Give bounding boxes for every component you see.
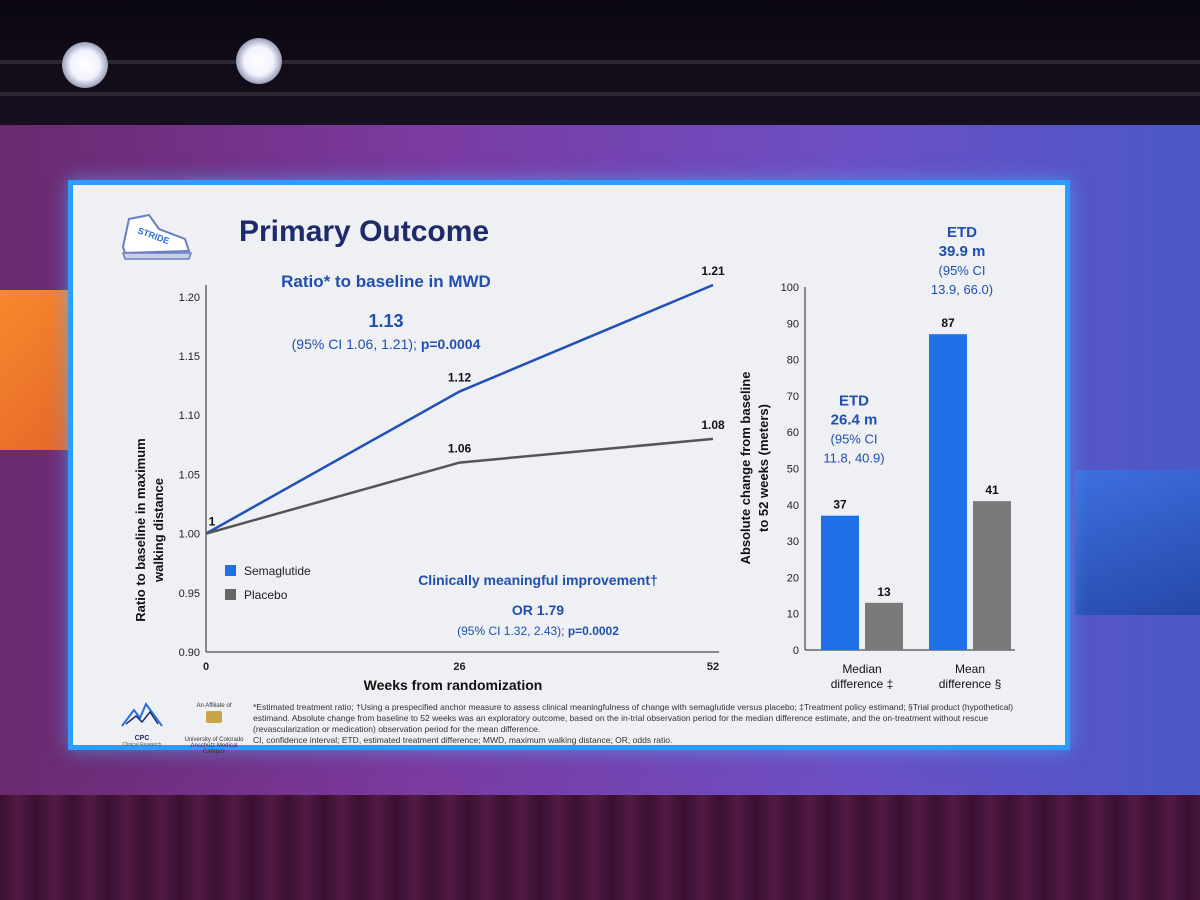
bar-semaglutide [821,515,859,650]
affiliate-school: University of Colorado Anschutz Medical … [184,737,244,755]
line-series-group: 1 1.12 1.21 1.06 1.08 [205,264,725,535]
bar-category-label: Median [842,662,881,676]
stride-logo: STRIDE [115,207,195,274]
line-chart-title: Ratio* to baseline in MWD [281,272,491,291]
legend-swatch-semaglutide [225,565,236,576]
stage-curtain [0,795,1200,900]
line-x-tick-label: 52 [707,661,719,673]
bar-category-label: difference ‡ [831,677,894,691]
bar-y-tick-label: 20 [787,572,799,584]
line-x-ticks: 0 26 52 [203,661,719,673]
legend-label-placebo: Placebo [244,588,288,602]
bar-placebo [973,501,1011,650]
etd-label: 11.8, 40.9) [823,451,884,466]
stage-light [236,38,282,84]
line-ylabel-1: Ratio to baseline in maximum [133,438,148,622]
etd-label: 26.4 m [831,412,878,429]
bar-y-tick-label: 70 [787,391,799,403]
line-y-ticks: 0.90 0.95 1.00 1.05 1.10 1.15 1.20 [179,292,200,659]
etd-label: 13.9, 66.0) [931,282,993,297]
bars-group: 37 13 87 41 [821,316,1011,650]
line-y-tick-label: 1.05 [179,469,200,481]
bar-y-tick-label: 40 [787,500,799,512]
etd-label: 39.9 m [939,243,986,260]
footnote-abbreviations: CI, confidence interval; ETD, estimated … [253,735,673,745]
stage-light [62,42,108,88]
line-y-tick-label: 1.15 [179,351,200,363]
affiliate-block: An Affiliate of University of Colorado A… [183,703,245,755]
bar-ylabel-2: to 52 weeks (meters) [756,404,771,532]
bar-y-tick-label: 10 [787,609,799,621]
line-ylabel-2: walking distance [151,478,166,583]
annotation-or: OR 1.79 [512,602,564,618]
backdrop-blue-panel [1075,470,1200,615]
line-data-label: 1 [209,515,216,529]
line-data-label: 1.06 [448,442,472,456]
bar-y-ticks: 0 10 20 30 40 50 60 70 80 90 100 [781,282,799,657]
cu-logo-icon [206,711,222,723]
line-data-label: 1.08 [701,418,725,432]
truss-beam [0,92,1200,96]
bar-value-label: 37 [833,498,847,512]
sneaker-icon: STRIDE [121,213,193,260]
ratio-ci-text: (95% CI 1.06, 1.21); [292,336,421,352]
bar-ylabel-1: Absolute change from baseline [738,372,753,565]
annotation-ci: (95% CI 1.32, 2.43); p=0.0002 [457,624,619,638]
bar-y-tick-label: 90 [787,318,799,330]
line-series-placebo [205,437,714,535]
etd-label: ETD [839,393,869,410]
line-y-tick-label: 1.10 [179,410,200,422]
bar-y-tick-label: 30 [787,536,799,548]
bar-value-label: 41 [985,483,999,497]
ratio-p-value: p=0.0004 [421,336,481,352]
line-y-tick-label: 0.95 [179,588,200,600]
legend-label-semaglutide: Semaglutide [244,564,311,578]
cpc-sublabel: Clinical Research [122,742,162,748]
ratio-headline: 1.13 [368,311,403,331]
bar-semaglutide [929,334,967,650]
footnote: *Estimated treatment ratio; †Using a pre… [253,702,1043,746]
line-xlabel: Weeks from randomization [364,677,543,693]
legend-swatch-placebo [225,589,236,600]
bar-y-tick-label: 0 [793,645,799,657]
line-y-tick-label: 1.00 [179,529,200,541]
line-x-tick-label: 26 [453,661,465,673]
bar-category-label: Mean [955,662,985,676]
line-data-label: 1.12 [448,371,472,385]
etd-label: ETD [947,224,977,241]
ratio-line-chart: Ratio* to baseline in MWD 1.13 (95% CI 1… [133,264,725,693]
etd-label: (95% CI [831,432,878,447]
ceiling-truss [0,0,1200,125]
line-series-semaglutide [205,283,714,535]
line-y-tick-label: 0.90 [179,647,200,659]
absolute-change-bar-chart: 0 10 20 30 40 50 60 70 80 90 100 Absolute change f… [738,224,1015,691]
bar-y-tick-label: 80 [787,355,799,367]
annotation-title: Clinically meaningful improvement† [418,572,658,588]
cpc-label: CPC [134,735,150,742]
affiliate-text: An Affiliate of [196,703,232,709]
etd-labels: ETD 26.4 m (95% CI 11.8, 40.9) ETD 39.9 m (95%… [823,224,993,466]
presentation-slide: STRIDE Primary Outcome Ratio* to baselin… [68,180,1070,755]
bar-value-label: 13 [877,585,891,599]
mountain-icon [121,701,163,727]
annotation-p-value: p=0.0002 [568,624,619,638]
bar-value-label: 87 [941,316,955,330]
etd-label: (95% CI [939,263,986,278]
ratio-ci: (95% CI 1.06, 1.21); p=0.0004 [292,336,481,352]
line-data-label: 1.21 [701,264,725,278]
bar-y-tick-label: 60 [787,427,799,439]
footnote-text: *Estimated treatment ratio; †Using a pre… [253,702,1014,734]
bar-y-tick-label: 50 [787,464,799,476]
bar-placebo [865,602,903,650]
bar-category-label: difference § [939,677,1002,691]
annotation-ci-text: (95% CI 1.32, 2.43); [457,624,568,638]
slide-title: Primary Outcome [239,215,490,248]
line-x-tick-label: 0 [203,661,209,673]
bar-y-tick-label: 100 [781,282,799,294]
cpc-logo: CPC Clinical Research [117,700,167,748]
line-y-tick-label: 1.20 [179,292,200,304]
truss-beam [0,60,1200,64]
charts-canvas: Ratio* to baseline in MWD 1.13 (95% CI 1… [133,224,1015,693]
